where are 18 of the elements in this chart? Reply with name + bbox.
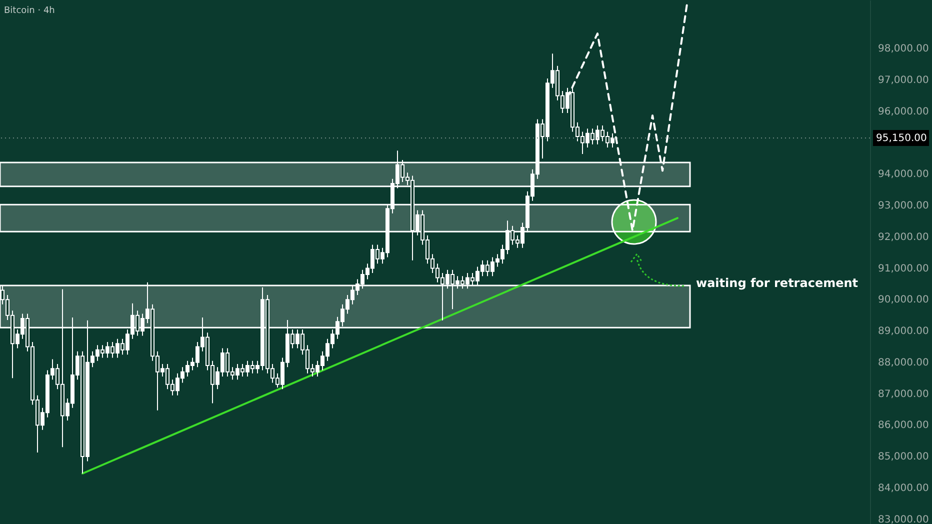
- y-tick-label: 93,000.00: [878, 200, 929, 212]
- y-tick-label: 98,000.00: [878, 44, 929, 55]
- y-tick-label: 86,000.00: [878, 420, 929, 432]
- y-tick-label: 90,000.00: [878, 294, 929, 306]
- ref-line-label: 95,150.00: [876, 133, 927, 144]
- text: Bitcoin · 4h: [4, 6, 55, 16]
- y-tick-label: 97,000.00: [878, 75, 929, 86]
- y-tick-label: 87,000.00: [878, 388, 929, 400]
- y-tick-label: 84,000.00: [878, 482, 929, 494]
- y-tick-label: 85,000.00: [878, 452, 929, 463]
- y-tick-label: 89,000.00: [878, 326, 929, 338]
- annotation: waiting for retracement: [696, 276, 858, 290]
- y-tick-label: 88,000.00: [878, 357, 929, 368]
- y-tick-label: 91,000.00: [878, 263, 929, 274]
- y-tick-label: 94,000.00: [878, 169, 929, 180]
- y-tick-label: 96,000.00: [878, 106, 929, 118]
- y-tick-label: 92,000.00: [878, 232, 929, 243]
- y-tick-label: 83,000.00: [878, 514, 929, 524]
